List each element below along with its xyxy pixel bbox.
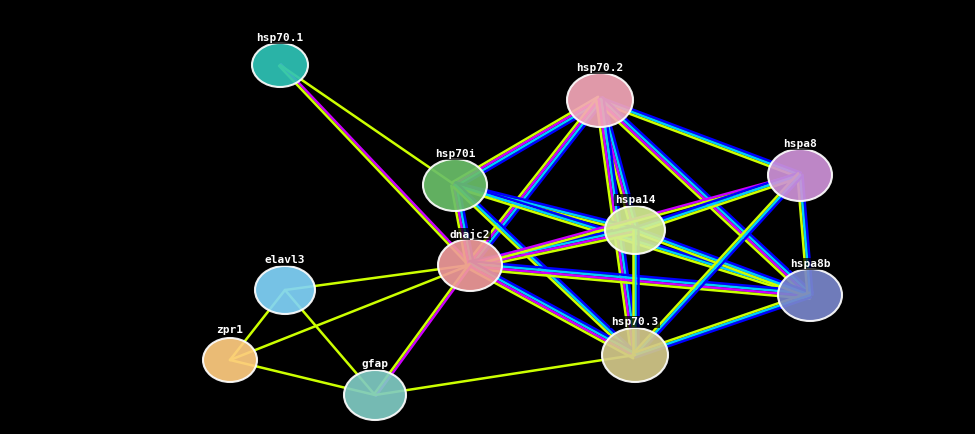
Ellipse shape: [252, 43, 308, 87]
Ellipse shape: [438, 239, 502, 291]
Text: hsp70i: hsp70i: [435, 149, 475, 159]
Ellipse shape: [423, 159, 487, 211]
Text: elavl3: elavl3: [265, 255, 305, 265]
Text: hspa8: hspa8: [783, 139, 817, 149]
Ellipse shape: [605, 206, 665, 254]
Text: hspa8b: hspa8b: [790, 259, 831, 269]
Ellipse shape: [778, 269, 842, 321]
Ellipse shape: [344, 370, 406, 420]
Ellipse shape: [602, 328, 668, 382]
Ellipse shape: [203, 338, 257, 382]
Text: hspa14: hspa14: [615, 195, 655, 205]
Text: dnajc2: dnajc2: [449, 228, 490, 240]
Text: hsp70.2: hsp70.2: [576, 63, 624, 73]
Ellipse shape: [567, 73, 633, 127]
Ellipse shape: [768, 149, 832, 201]
Text: gfap: gfap: [362, 359, 388, 369]
Text: zpr1: zpr1: [216, 325, 244, 335]
Text: hsp70.1: hsp70.1: [256, 33, 303, 43]
Text: hsp70.3: hsp70.3: [611, 317, 659, 327]
Ellipse shape: [255, 266, 315, 314]
